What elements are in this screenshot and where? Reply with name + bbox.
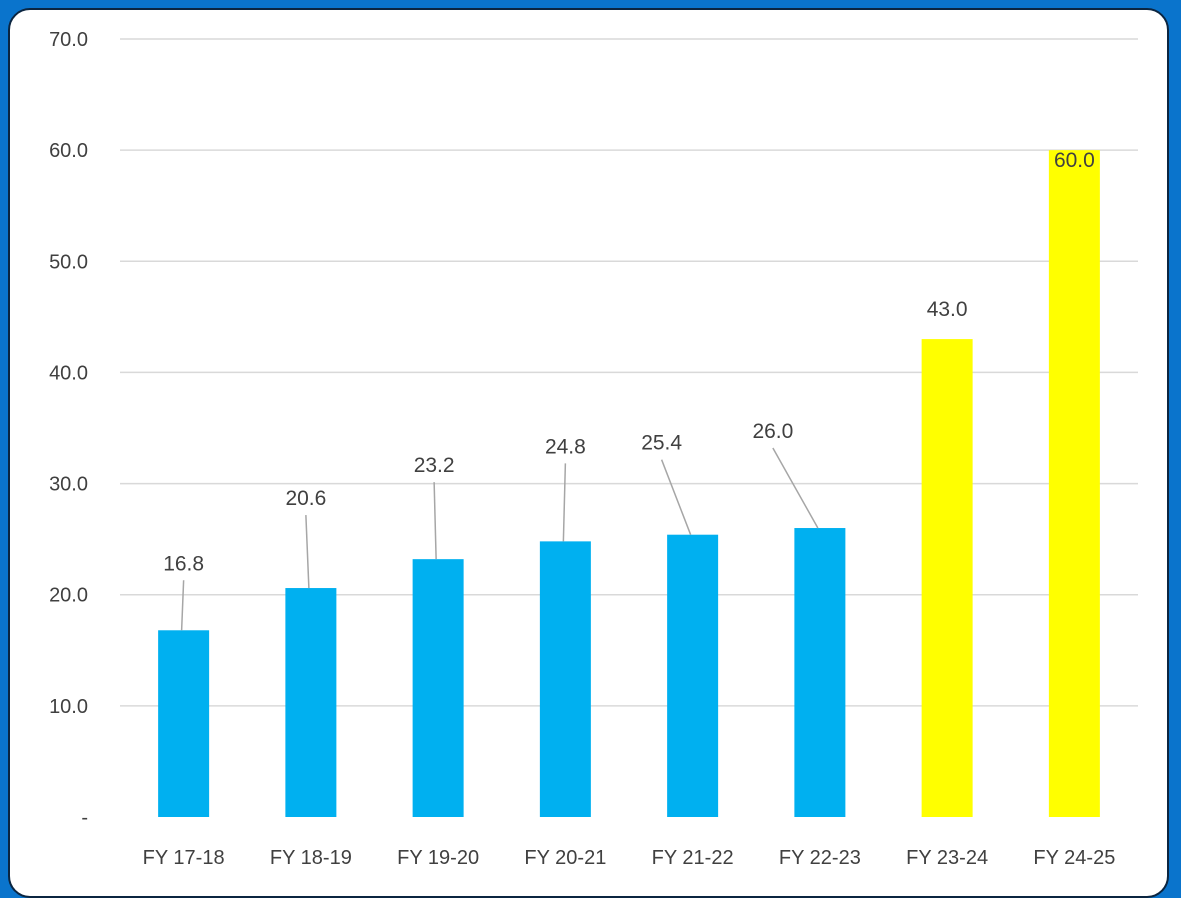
data-label: 16.8 <box>163 552 204 575</box>
y-tick-label: 10.0 <box>49 696 88 718</box>
gridlines <box>120 39 1138 706</box>
leader-line <box>182 580 184 630</box>
data-label: 24.8 <box>545 435 586 458</box>
data-label: 20.6 <box>285 487 326 510</box>
x-tick-label: FY 18-19 <box>270 847 352 869</box>
x-tick-label: FY 17-18 <box>143 847 225 869</box>
bar <box>667 535 718 817</box>
data-label: 25.4 <box>641 432 682 455</box>
data-label-leader-lines <box>182 448 818 630</box>
data-label: 43.0 <box>927 298 968 321</box>
bar <box>794 528 845 817</box>
leader-line <box>306 515 309 588</box>
y-tick-label: 40.0 <box>49 362 88 384</box>
bar <box>922 339 973 817</box>
x-tick-label: FY 23-24 <box>906 847 988 869</box>
leader-line <box>773 448 818 528</box>
x-axis-tick-labels: FY 17-18 FY 18-19 FY 19-20 FY 20-21 FY 21-22… <box>143 847 1116 869</box>
data-label: 26.0 <box>752 420 793 443</box>
y-axis-tick-labels: - 10.0 20.0 30.0 40.0 50.0 60.0 70.0 <box>49 29 88 829</box>
y-tick-label: 60.0 <box>49 140 88 162</box>
y-tick-label: - <box>81 807 88 829</box>
leader-line <box>662 460 691 535</box>
y-tick-label: 50.0 <box>49 251 88 273</box>
bar <box>1049 150 1100 817</box>
x-tick-label: FY 24-25 <box>1033 847 1115 869</box>
data-label: 60.0 <box>1054 149 1095 172</box>
y-tick-label: 70.0 <box>49 29 88 51</box>
bar <box>158 630 209 817</box>
leader-line <box>434 482 436 559</box>
leader-line <box>563 463 565 541</box>
x-tick-label: FY 20-21 <box>524 847 606 869</box>
x-tick-label: FY 21-22 <box>652 847 734 869</box>
data-label: 23.2 <box>414 454 455 477</box>
y-tick-label: 30.0 <box>49 474 88 496</box>
x-tick-label: FY 22-23 <box>779 847 861 869</box>
bar <box>285 588 336 817</box>
y-tick-label: 20.0 <box>49 585 88 607</box>
bar <box>540 541 591 817</box>
bar <box>413 559 464 817</box>
x-tick-label: FY 19-20 <box>397 847 479 869</box>
